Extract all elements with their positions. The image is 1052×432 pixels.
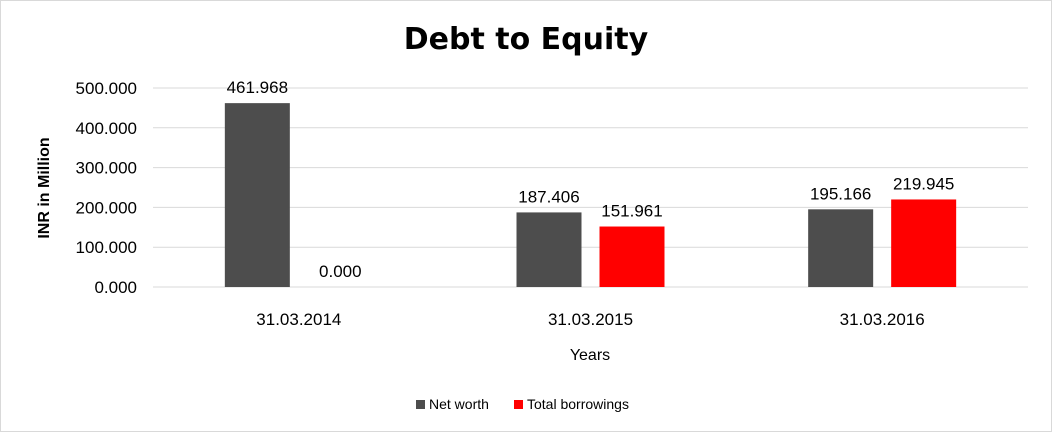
x-axis-title: Years: [570, 347, 610, 364]
data-label: 195.166: [810, 184, 871, 203]
bar-borrowings-2: [891, 199, 957, 287]
data-label: 0.000: [319, 262, 362, 281]
data-label: 187.406: [518, 187, 579, 206]
chart-title: Debt to Equity: [403, 22, 649, 57]
y-tick-label: 500.000: [76, 79, 137, 98]
legend-label: Net worth: [429, 396, 489, 412]
data-label: 151.961: [601, 202, 662, 221]
data-label: 219.945: [893, 174, 954, 193]
bar-borrowings-1: [599, 226, 665, 287]
y-tick-label: 100.000: [76, 238, 137, 257]
y-tick-label: 300.000: [76, 159, 137, 178]
y-tick-label: 0.000: [94, 278, 137, 297]
legend-swatch: [416, 400, 425, 409]
bar-networth-1: [516, 212, 582, 287]
y-tick-label: 200.000: [76, 198, 137, 217]
x-tick-label: 31.03.2016: [840, 310, 925, 329]
x-tick-label: 31.03.2015: [548, 310, 633, 329]
legend-label: Total borrowings: [527, 396, 629, 412]
y-tick-label: 400.000: [76, 119, 137, 138]
y-axis-title: INR in Million: [36, 137, 53, 238]
legend-swatch: [514, 400, 523, 409]
bar-networth-2: [808, 209, 874, 287]
x-tick-label: 31.03.2014: [256, 310, 341, 329]
data-label: 461.968: [227, 78, 288, 97]
bar-networth-0: [224, 103, 290, 287]
